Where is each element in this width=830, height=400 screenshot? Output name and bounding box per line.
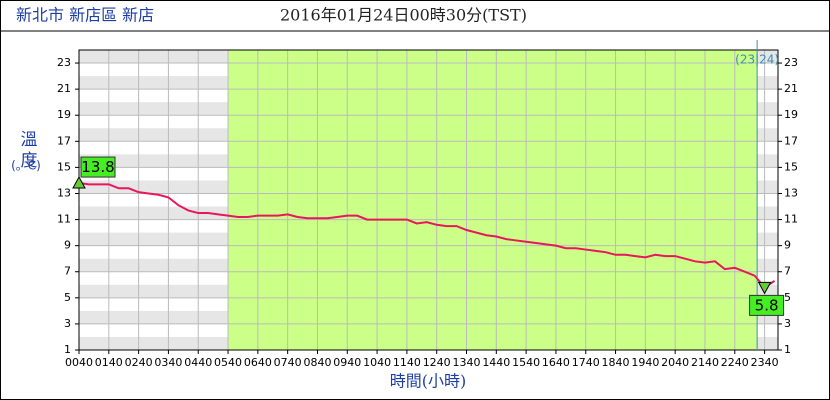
y-tick-label-right: 9 bbox=[784, 239, 791, 252]
y-tick-label-right: 7 bbox=[784, 265, 791, 278]
y-unit: (。C) bbox=[11, 159, 41, 173]
day-divider-label: (23|24) bbox=[735, 53, 779, 67]
x-tick-label: 2140 bbox=[691, 356, 719, 369]
y-tick-label: 5 bbox=[64, 291, 71, 304]
x-tick-label: 1940 bbox=[631, 356, 659, 369]
x-tick-label: 2040 bbox=[661, 356, 689, 369]
y-tick-label-right: 21 bbox=[784, 82, 798, 95]
x-tick-label: 0440 bbox=[184, 356, 212, 369]
y-tick-label: 23 bbox=[57, 56, 71, 69]
y-tick-label-right: 19 bbox=[784, 108, 798, 121]
x-label: 時間(小時) bbox=[390, 372, 467, 391]
x-tick-label: 0340 bbox=[154, 356, 182, 369]
plot-border bbox=[78, 49, 779, 351]
x-tick-label: 0540 bbox=[214, 356, 242, 369]
y-tick-label: 3 bbox=[64, 317, 71, 330]
y-label: 溫度 bbox=[17, 130, 38, 172]
y-tick-label-right: 17 bbox=[784, 134, 798, 147]
y-tick-label: 1 bbox=[64, 343, 71, 356]
x-tick-label: 1440 bbox=[482, 356, 510, 369]
y-tick-label-right: 3 bbox=[784, 317, 791, 330]
line bbox=[78, 182, 776, 289]
y-tick-label-right: 23 bbox=[784, 56, 798, 69]
y-tick-label: 19 bbox=[57, 108, 71, 121]
min_point-marker bbox=[757, 281, 772, 295]
y-tick-label: 15 bbox=[57, 160, 71, 173]
y-tick-label-right: 13 bbox=[784, 186, 798, 199]
x-tick-label: 0640 bbox=[244, 356, 272, 369]
x-tick-label: 1540 bbox=[512, 356, 540, 369]
x-tick-label: 0740 bbox=[274, 356, 302, 369]
x-tick-label: 0940 bbox=[333, 356, 361, 369]
y-tick-label: 21 bbox=[57, 82, 71, 95]
max_point-label-box bbox=[80, 156, 116, 178]
x-tick-label: 1640 bbox=[542, 356, 570, 369]
y-tick-label-right: 1 bbox=[784, 343, 791, 356]
location: 新北市 新店區 新店 bbox=[16, 6, 154, 25]
x-tick-label: 0240 bbox=[125, 356, 153, 369]
shaded-region bbox=[228, 50, 758, 350]
y-tick-label: 11 bbox=[57, 213, 71, 226]
y-tick-label-right: 11 bbox=[784, 213, 798, 226]
x-tick-label: 2340 bbox=[751, 356, 779, 369]
x-tick-label: 1740 bbox=[572, 356, 600, 369]
x-tick-label: 2240 bbox=[721, 356, 749, 369]
chart-title: 2016年01月24日00時30分(TST) bbox=[280, 6, 527, 25]
x-tick-label: 0140 bbox=[95, 356, 123, 369]
x-tick-label: 1340 bbox=[453, 356, 481, 369]
x-tick-label: 1840 bbox=[602, 356, 630, 369]
min_point-label: 5.8 bbox=[755, 296, 779, 314]
x-tick-label: 1040 bbox=[363, 356, 391, 369]
y-tick-label: 17 bbox=[57, 134, 71, 147]
y-tick-label: 13 bbox=[57, 186, 71, 199]
min_point-label-box bbox=[749, 294, 785, 316]
x-tick-label: 0840 bbox=[303, 356, 331, 369]
y-tick-label: 7 bbox=[64, 265, 71, 278]
max_point-marker bbox=[72, 175, 86, 189]
x-tick-label: 1140 bbox=[393, 356, 421, 369]
max_point-label: 13.8 bbox=[81, 158, 114, 176]
y-tick-label-right: 5 bbox=[784, 291, 791, 304]
y-tick-label: 9 bbox=[64, 239, 71, 252]
x-tick-label: 1240 bbox=[423, 356, 451, 369]
x-tick-label: 0040 bbox=[65, 356, 93, 369]
y-tick-label-right: 15 bbox=[784, 160, 798, 173]
